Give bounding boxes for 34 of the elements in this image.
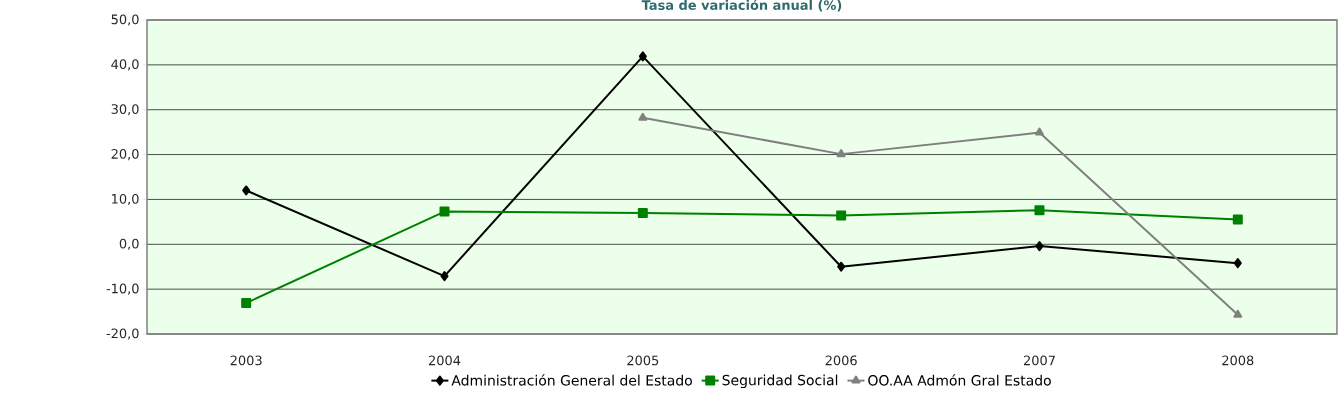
x-tick-label: 2008 xyxy=(1222,355,1254,366)
y-tick-label: 30,0 xyxy=(111,104,139,116)
point xyxy=(1035,127,1044,136)
point xyxy=(440,271,449,282)
point xyxy=(439,206,450,217)
x-tick-label: 2004 xyxy=(428,355,461,366)
point xyxy=(1034,205,1045,216)
x-tick-label: 2006 xyxy=(825,355,857,366)
point xyxy=(638,51,647,62)
legend-label: Administración General del Estado xyxy=(451,374,692,386)
legend-label: OO.AA Admón Gral Estado xyxy=(868,374,1051,386)
point xyxy=(836,210,847,221)
x-tick-label: 2007 xyxy=(1023,355,1055,366)
y-tick-label: 10,0 xyxy=(112,193,139,205)
legend-label: Seguridad Social xyxy=(722,374,838,389)
point xyxy=(837,261,846,272)
y-tick-label: 20,0 xyxy=(111,149,139,161)
point xyxy=(1233,309,1243,318)
y-tick-label: 40,0 xyxy=(111,59,139,71)
x-tick-label: 2005 xyxy=(627,355,659,366)
x-tick-label: 2003 xyxy=(230,355,262,366)
point xyxy=(1035,241,1044,252)
point xyxy=(242,185,251,196)
point xyxy=(637,207,648,218)
point xyxy=(1233,258,1242,269)
point xyxy=(836,149,846,158)
y-tick-label: 50,0 xyxy=(111,14,139,26)
point xyxy=(1232,214,1243,225)
chart-title: Tasa de variación anual (%) xyxy=(641,0,842,12)
y-tick-label: 0,0 xyxy=(119,238,139,250)
y-tick-label: -20,0 xyxy=(106,328,139,340)
point xyxy=(241,298,252,309)
point xyxy=(638,112,648,121)
y-tick-label: -10,0 xyxy=(106,283,139,295)
